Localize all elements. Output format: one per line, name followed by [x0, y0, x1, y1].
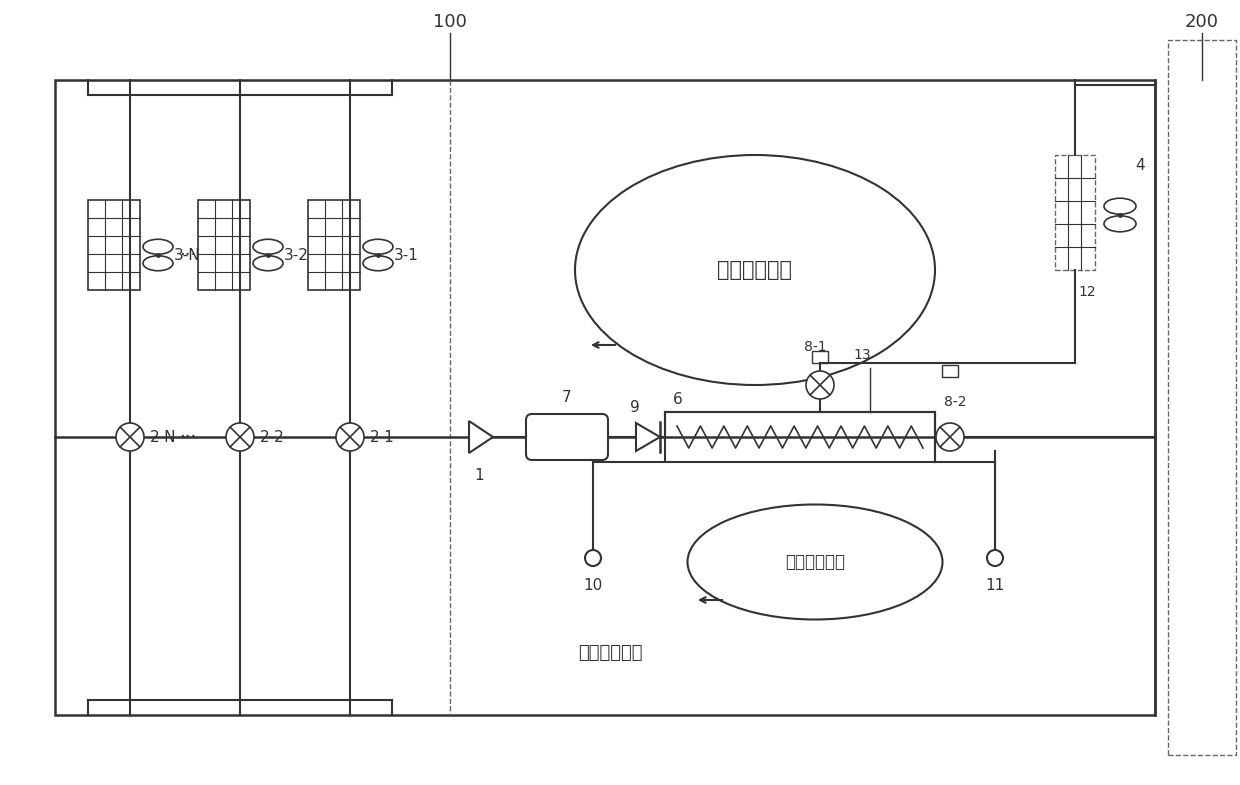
Text: ···: ··· — [180, 246, 197, 264]
Text: 6: 6 — [673, 392, 683, 407]
Circle shape — [806, 371, 835, 399]
Bar — [308, 200, 360, 290]
Text: 100: 100 — [433, 13, 467, 31]
Text: 2-N: 2-N — [150, 429, 176, 444]
Text: 2-2: 2-2 — [260, 429, 285, 444]
Text: 9: 9 — [630, 400, 640, 414]
Text: 2-1: 2-1 — [370, 429, 394, 444]
Text: 3-1: 3-1 — [394, 247, 419, 262]
Bar — [1055, 155, 1095, 270]
Text: ···: ··· — [180, 428, 197, 446]
Text: 热管循环系统: 热管循环系统 — [718, 260, 792, 280]
Bar — [88, 200, 140, 290]
Bar — [812, 351, 828, 363]
Bar — [55, 80, 1154, 715]
Polygon shape — [469, 421, 494, 453]
Text: 8-1: 8-1 — [804, 340, 826, 354]
Text: 外接辅助冷源: 外接辅助冷源 — [578, 644, 642, 662]
Text: 7: 7 — [562, 389, 572, 404]
Bar — [198, 200, 250, 290]
Text: 11: 11 — [986, 578, 1004, 593]
Bar — [942, 365, 959, 377]
Circle shape — [226, 423, 254, 451]
Circle shape — [117, 423, 144, 451]
Text: 3-2: 3-2 — [284, 247, 309, 262]
FancyBboxPatch shape — [526, 414, 608, 460]
Circle shape — [336, 423, 365, 451]
Circle shape — [987, 550, 1003, 566]
Polygon shape — [636, 423, 660, 451]
Text: 8-2: 8-2 — [944, 395, 966, 409]
Text: 辅助冷源系统: 辅助冷源系统 — [785, 553, 844, 571]
Text: 200: 200 — [1185, 13, 1219, 31]
Text: 13: 13 — [853, 348, 870, 362]
Text: 3-N: 3-N — [174, 247, 201, 262]
Bar — [1168, 40, 1236, 755]
Text: 4: 4 — [1135, 158, 1145, 173]
Bar — [665, 412, 935, 462]
Text: 10: 10 — [583, 578, 603, 593]
Circle shape — [585, 550, 601, 566]
Text: 1: 1 — [474, 468, 484, 483]
Text: 12: 12 — [1079, 285, 1096, 299]
Circle shape — [936, 423, 963, 451]
